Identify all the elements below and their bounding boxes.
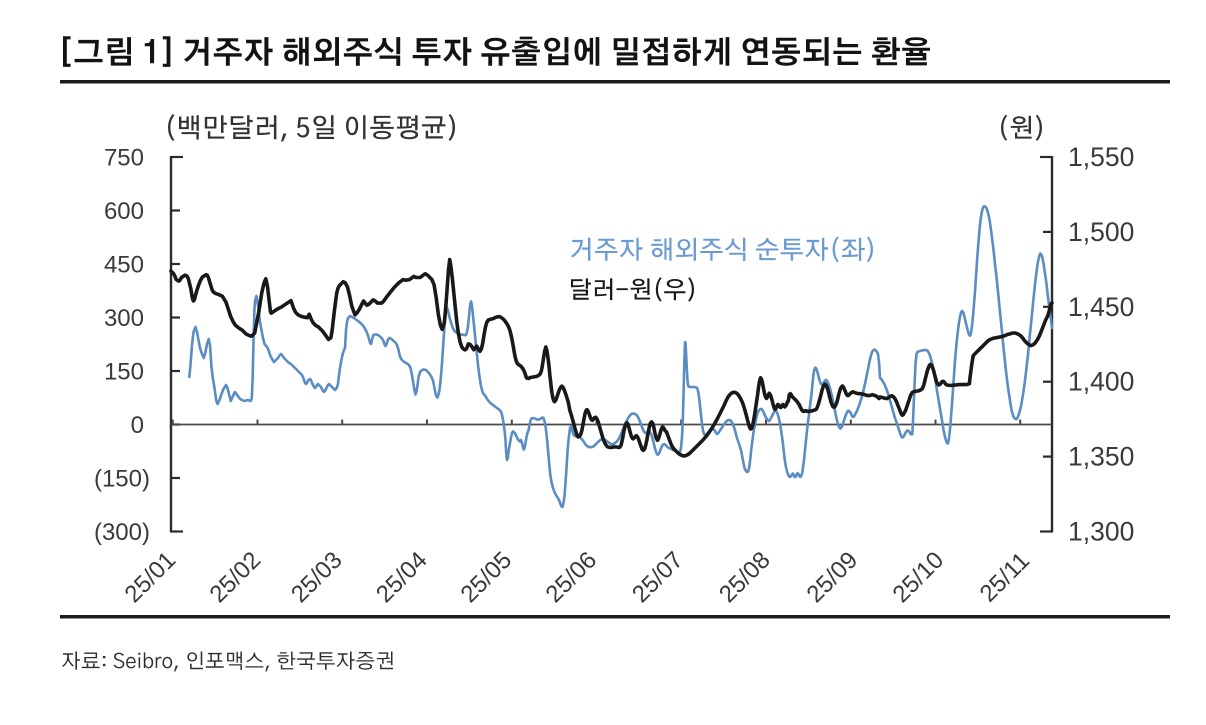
svg-text:750: 750: [104, 145, 144, 172]
svg-text:1,350: 1,350: [1068, 442, 1134, 472]
svg-text:300: 300: [104, 305, 144, 332]
svg-text:(300): (300): [94, 519, 150, 546]
svg-text:1,550: 1,550: [1068, 142, 1134, 172]
svg-text:1,300: 1,300: [1068, 517, 1134, 547]
svg-text:450: 450: [104, 252, 144, 279]
svg-text:1,400: 1,400: [1068, 367, 1134, 397]
svg-text:(150): (150): [94, 466, 150, 493]
svg-text:150: 150: [104, 359, 144, 386]
svg-text:1,500: 1,500: [1068, 217, 1134, 247]
svg-text:600: 600: [104, 198, 144, 225]
svg-text:0: 0: [131, 412, 144, 439]
svg-text:1,450: 1,450: [1068, 292, 1134, 322]
